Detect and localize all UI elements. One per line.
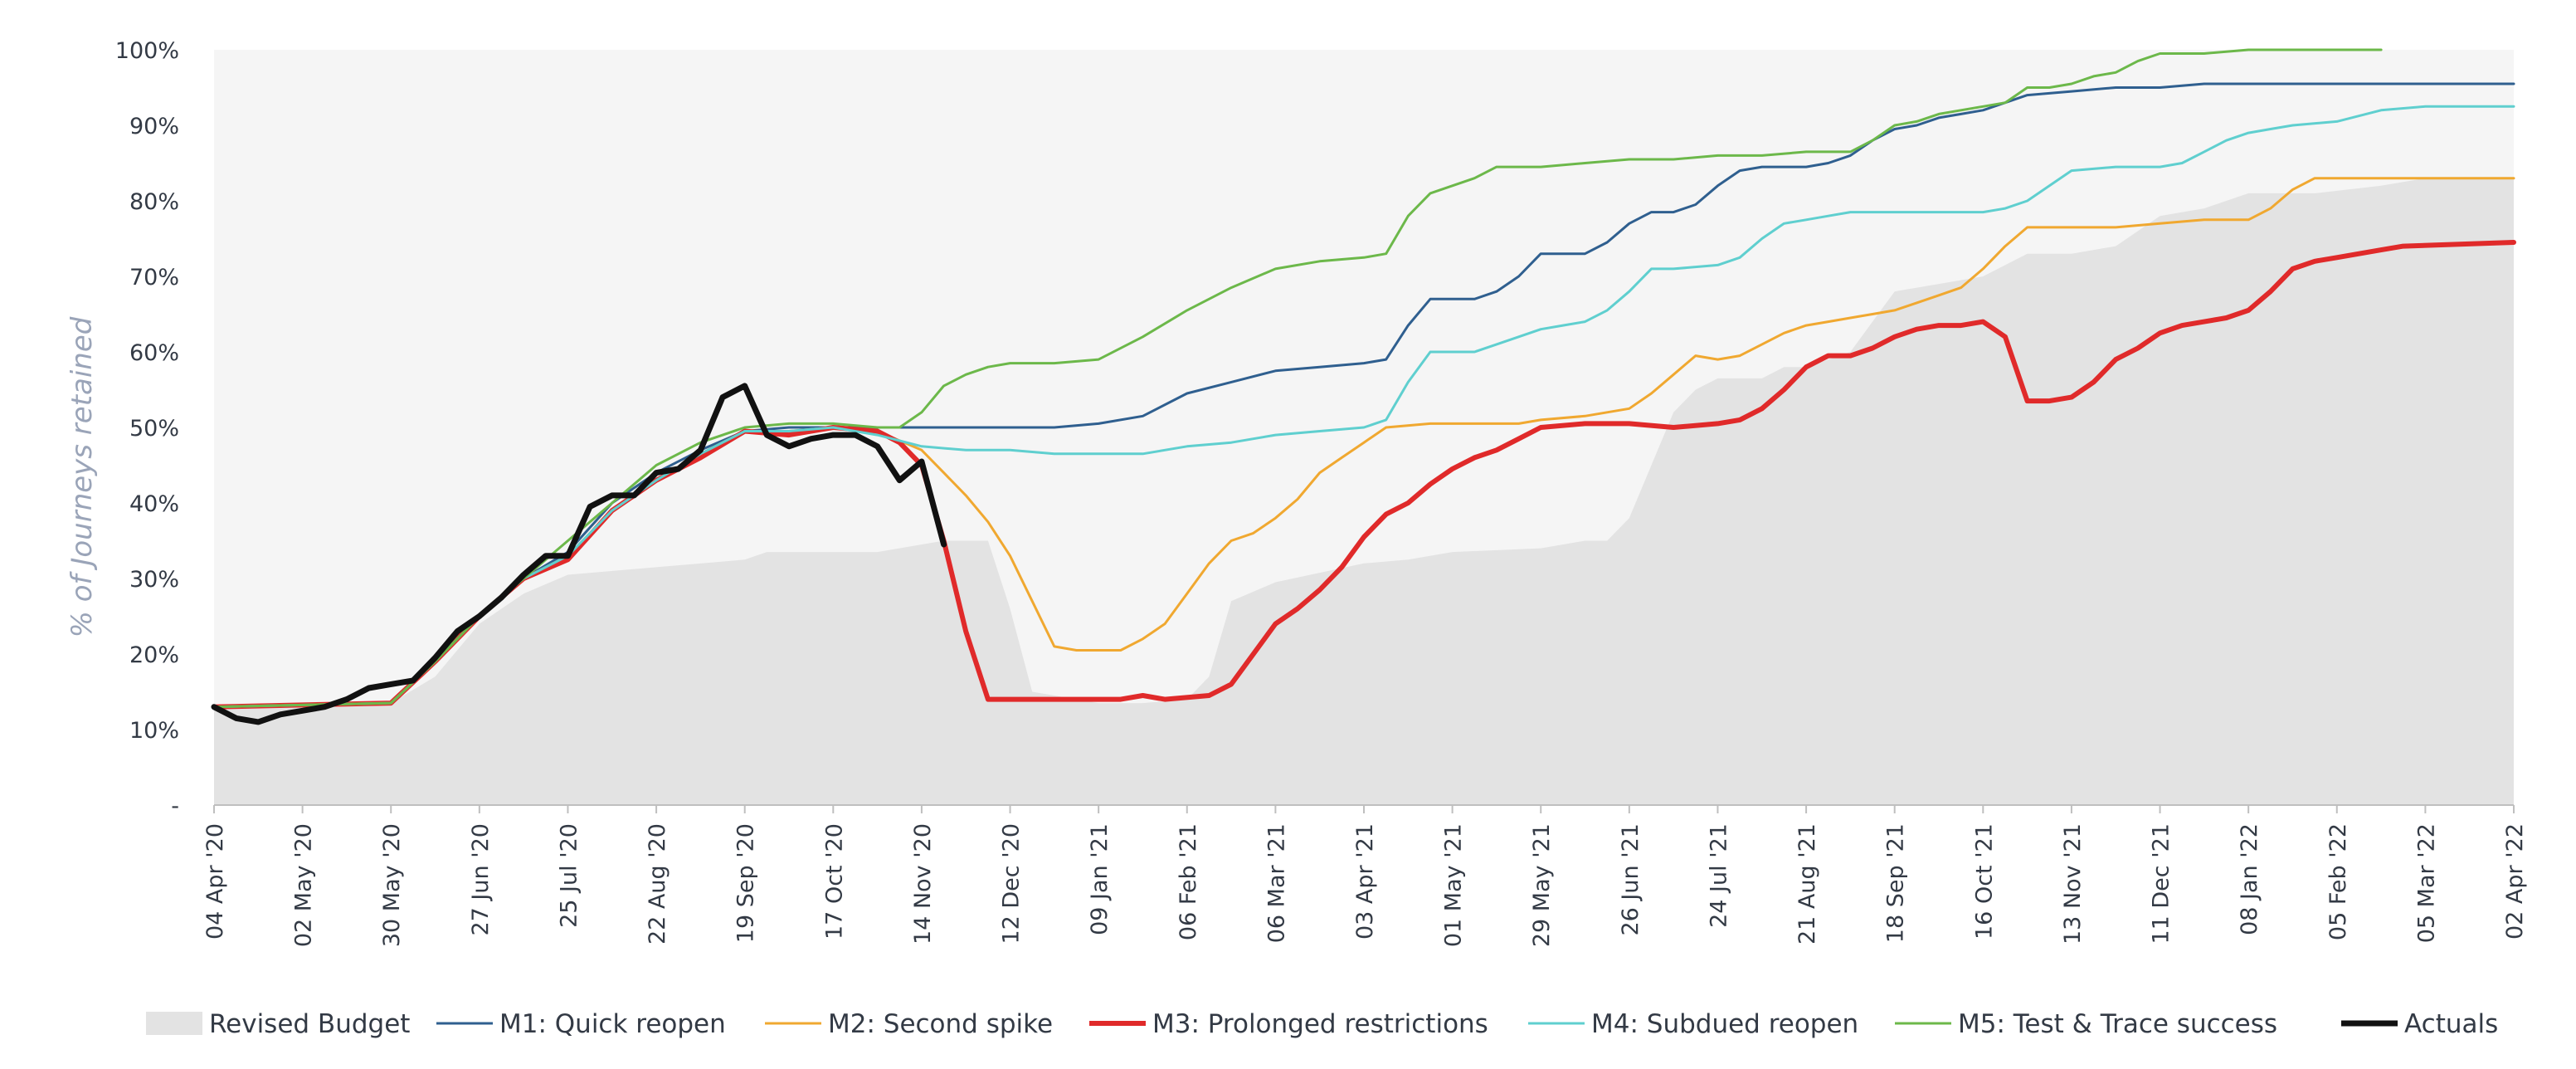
x-tick-label: 19 Sep '20 [733, 823, 759, 943]
x-tick-label: 06 Mar '21 [1264, 823, 1289, 943]
legend-label: Revised Budget [209, 1009, 410, 1039]
y-tick-label: 80% [129, 189, 179, 215]
x-tick-label: 17 Oct '20 [821, 823, 847, 940]
y-tick-label: 50% [129, 416, 179, 442]
x-tick-label: 21 Aug '21 [1794, 823, 1820, 945]
x-tick-label: 01 May '21 [1441, 823, 1467, 947]
x-tick-label: 24 Jul '21 [1706, 823, 1731, 928]
x-tick-label: 04 Apr '20 [202, 823, 228, 940]
y-tick-label: 60% [129, 340, 179, 366]
y-tick-label: 70% [129, 265, 179, 290]
legend-label: M2: Second spike [828, 1009, 1053, 1039]
series-line-5 [212, 48, 2383, 709]
x-tick-label: 06 Feb '21 [1176, 823, 1201, 940]
x-tick-label: 11 Dec '21 [2149, 823, 2174, 945]
x-tick-label: 18 Sep '21 [1883, 823, 1909, 943]
x-tick-label: 02 Apr '22 [2502, 823, 2528, 940]
x-tick-label: 25 Jul '20 [556, 823, 582, 928]
legend-label: Actuals [2404, 1009, 2498, 1039]
axis-layer: - 10% 20% 30% 40% 50% 60% 70% 80% 90% 100% 04 Apr '… [115, 38, 2528, 947]
y-tick-label: 10% [129, 718, 179, 744]
x-tick-label: 29 May '21 [1529, 823, 1555, 947]
area-layer [214, 178, 2514, 805]
x-tick-label: 08 Jan '22 [2237, 823, 2262, 935]
lines-layer [211, 48, 2516, 725]
x-tick-label: 05 Feb '22 [2325, 823, 2351, 940]
legend-label: M3: Prolonged restrictions [1152, 1009, 1488, 1039]
y-tick-label: 90% [129, 114, 179, 139]
series-line-6 [211, 383, 947, 725]
y-tick-label: 40% [129, 491, 179, 517]
series-area-revised-budget [214, 178, 2514, 805]
x-tick-label: 22 Aug '20 [645, 823, 670, 945]
y-axis-label: % of Journeys retained [66, 316, 99, 637]
x-tick-label: 27 Jun '20 [468, 823, 494, 936]
x-tick-label: 09 Jan '21 [1087, 823, 1113, 935]
x-tick-label: 30 May '20 [379, 823, 405, 947]
legend-label: M4: Subdued reopen [1591, 1009, 1858, 1039]
series-line-4 [212, 105, 2515, 709]
x-tick-label: 14 Nov '20 [910, 823, 936, 945]
legend: Revised Budget M1: Quick reopen M2: Second… [146, 1009, 2498, 1039]
y-tick-label: 100% [115, 38, 179, 64]
x-tick-label: 03 Apr '21 [1352, 823, 1378, 940]
legend-label: M5: Test & Trace success [1958, 1009, 2277, 1039]
x-tick-label: 13 Nov '21 [2060, 823, 2086, 945]
y-tick-label: 30% [129, 567, 179, 593]
x-tick-label: 12 Dec '20 [999, 823, 1025, 945]
series-line-1 [212, 82, 2515, 709]
y-tick-label: 20% [129, 642, 179, 668]
legend-label: M1: Quick reopen [499, 1009, 726, 1039]
x-tick-label: 02 May '20 [291, 823, 317, 947]
x-tick-label: 05 Mar '22 [2413, 823, 2439, 943]
legend-swatch [146, 1012, 202, 1035]
x-tick-label: 26 Jun '21 [1618, 823, 1643, 936]
y-tick-label: - [171, 793, 179, 819]
x-tick-label: 16 Oct '21 [1971, 823, 1997, 940]
series-line-3 [212, 240, 2516, 710]
